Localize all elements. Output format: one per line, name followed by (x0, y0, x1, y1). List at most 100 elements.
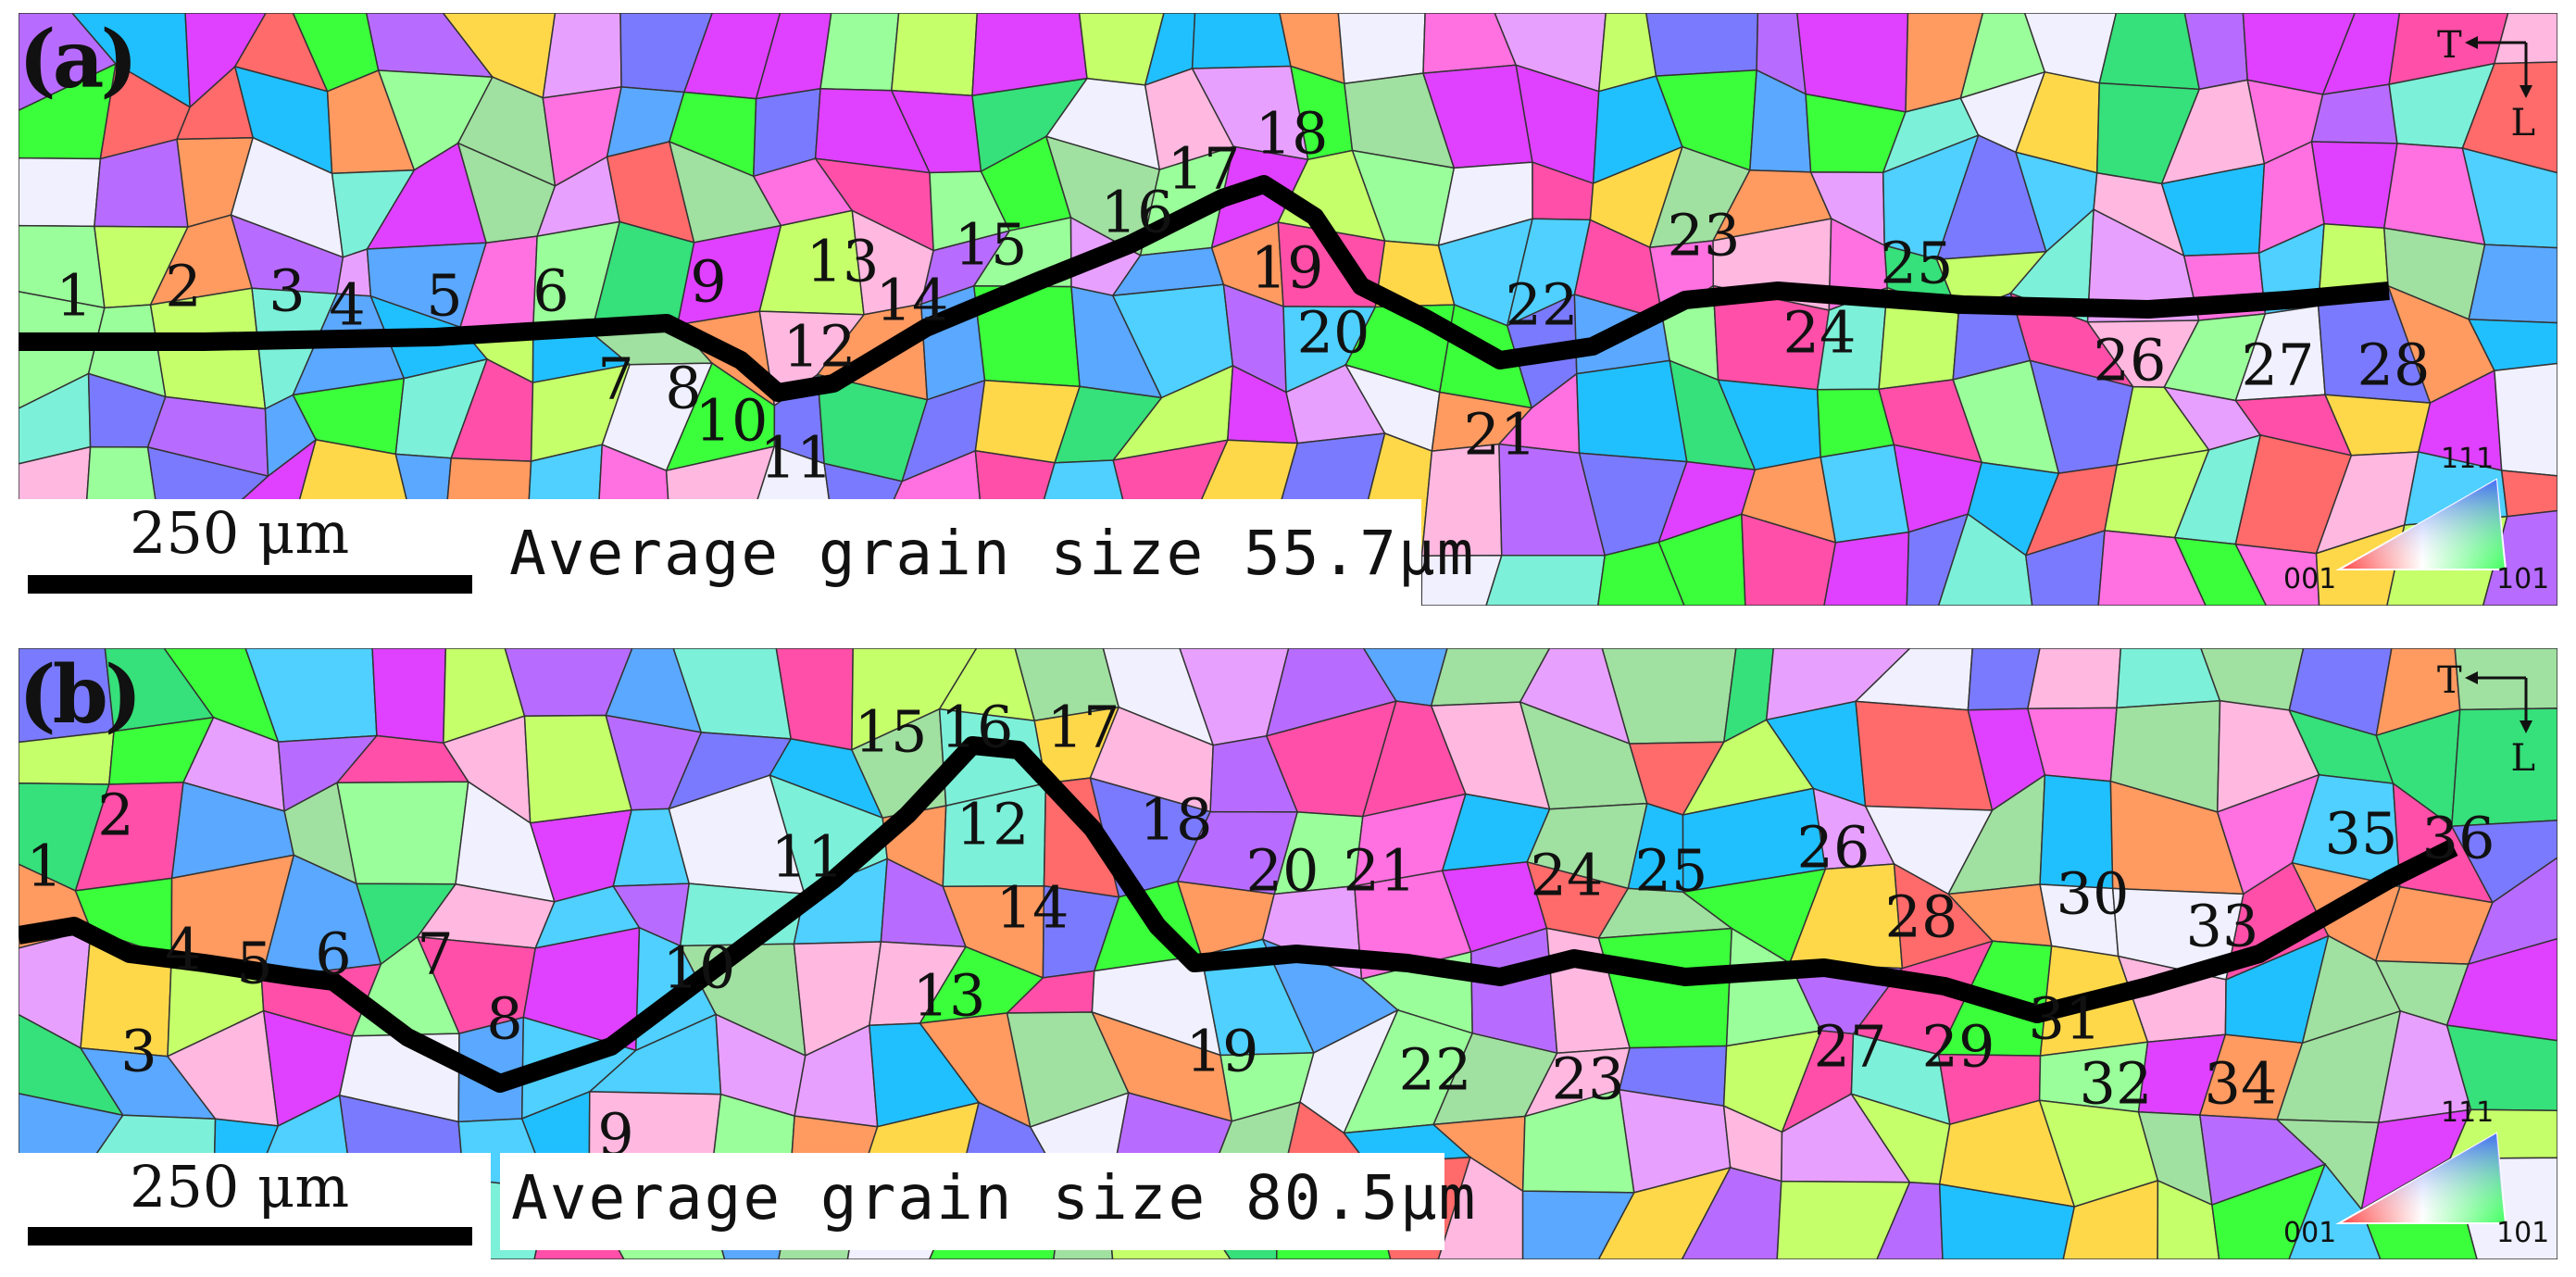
grain (2468, 244, 2557, 324)
grain-label-a-26: 26 (2093, 326, 2167, 394)
grain-label-a-21: 21 (1463, 400, 1537, 469)
grain-label-b-24: 24 (1530, 841, 1604, 909)
grain (2482, 509, 2557, 606)
grain-label-b-28: 28 (1884, 883, 1958, 951)
grain-label-b-23: 23 (1551, 1045, 1625, 1113)
grain (2493, 13, 2557, 65)
grain-label-a-14: 14 (875, 266, 949, 334)
grain-label-b-11: 11 (770, 822, 844, 891)
grain-label-a-20: 20 (1296, 298, 1370, 367)
grain (1437, 1156, 1524, 1259)
grain (2024, 529, 2106, 606)
grain-label-b-35: 35 (2324, 799, 2398, 868)
panel-label-a: (a) (19, 13, 138, 106)
grain-label-a-28: 28 (2357, 331, 2431, 399)
grain-label-b-36: 36 (2421, 804, 2495, 872)
avg-grain-box-b: Average grain size 80.5μm (500, 1153, 1475, 1250)
axis-l-label-a: L (2510, 102, 2535, 144)
scale-bar-box-b: 250 μm (19, 1153, 491, 1259)
crack-path (19, 736, 2458, 1093)
ipf-111-b: 111 (2441, 1096, 2495, 1129)
grain (2234, 543, 2320, 606)
grain-label-a-4: 4 (329, 270, 366, 339)
grain (1191, 13, 1292, 69)
grain (1741, 513, 1837, 606)
scale-bar-box-a: 250 μm (19, 499, 491, 606)
grain (1657, 513, 1746, 606)
grain (2098, 13, 2201, 91)
ipf-001-a: 001 (2283, 563, 2337, 595)
grain (2494, 362, 2557, 477)
grain-label-b-27: 27 (1813, 1012, 1887, 1081)
grain (2445, 1024, 2557, 1111)
ipf-triangle-a: 111 001 101 (2283, 443, 2549, 595)
grain (1597, 541, 1685, 606)
grain (1819, 444, 1910, 544)
grain-label-a-2: 2 (165, 252, 202, 320)
grain (1876, 1181, 1944, 1259)
scale-bar-a (28, 575, 472, 594)
grain (1906, 513, 1970, 606)
grain (2173, 536, 2268, 606)
panel-label-b: (b) (19, 648, 143, 742)
grain-label-b-10: 10 (662, 933, 736, 1002)
grain-label-a-8: 8 (665, 354, 702, 422)
ipf-101-a: 101 (2496, 563, 2550, 595)
grain-label-b-22: 22 (1398, 1035, 1472, 1104)
grain-label-b-20: 20 (1245, 836, 1319, 905)
grain (2461, 146, 2557, 249)
ipf-111-a: 111 (2441, 443, 2495, 475)
grain-label-a-1: 1 (56, 261, 93, 330)
grain-label-b-6: 6 (315, 920, 352, 988)
grain (1420, 554, 1503, 606)
grain-label-a-24: 24 (1782, 298, 1857, 367)
grain (2310, 141, 2398, 230)
grain-label-b-7: 7 (417, 920, 454, 988)
grain (2445, 937, 2557, 1042)
avg-grain-box-a: Average grain size 55.7μm (491, 499, 1473, 606)
ipf-triangle-svg-a (2335, 478, 2507, 570)
grain (1645, 13, 1759, 77)
grain-label-b-25: 25 (1634, 836, 1708, 905)
grain-label-b-2: 2 (97, 781, 134, 849)
grain-label-b-16: 16 (940, 693, 1014, 761)
grain-label-b-14: 14 (995, 873, 1069, 942)
ipf-101-b: 101 (2496, 1217, 2550, 1249)
grain (1597, 1166, 1732, 1259)
ipf-triangle-svg-b (2335, 1132, 2507, 1224)
grain (2461, 61, 2557, 174)
grain (2450, 820, 2557, 904)
grain (1576, 359, 1688, 463)
grain-label-a-23: 23 (1667, 201, 1741, 269)
grain (1485, 554, 1607, 606)
grain-label-b-1: 1 (26, 832, 63, 900)
grain-label-b-5: 5 (236, 929, 273, 997)
grain-label-b-31: 31 (2028, 984, 2102, 1053)
grain (819, 13, 900, 92)
grain-label-a-27: 27 (2241, 331, 2315, 399)
grain (2467, 319, 2557, 372)
grain (542, 13, 622, 99)
axis-arrows-b (2465, 671, 2532, 733)
grain (1681, 1167, 1782, 1259)
grain-mosaic-a (19, 13, 2557, 606)
grain (19, 156, 102, 228)
grain (2157, 1179, 2220, 1259)
grain (2211, 1163, 2327, 1259)
grain-label-a-18: 18 (1255, 99, 1329, 168)
grain (2097, 530, 2207, 606)
grain-label-a-19: 19 (1250, 233, 1324, 302)
grain (2467, 857, 2557, 966)
grain-label-a-3: 3 (269, 257, 306, 325)
grain-label-a-5: 5 (426, 261, 463, 330)
grain-label-a-17: 17 (1167, 134, 1241, 203)
grain (1937, 512, 2033, 606)
grain-label-a-6: 6 (532, 257, 569, 325)
grain-label-b-13: 13 (912, 961, 986, 1030)
grain-label-b-34: 34 (2204, 1049, 2278, 1118)
grain-label-a-12: 12 (782, 312, 857, 381)
grain-label-b-4: 4 (165, 915, 202, 983)
grain (2288, 1162, 2382, 1259)
grain-label-a-10: 10 (694, 386, 769, 455)
grain-label-b-3: 3 (120, 1017, 157, 1085)
